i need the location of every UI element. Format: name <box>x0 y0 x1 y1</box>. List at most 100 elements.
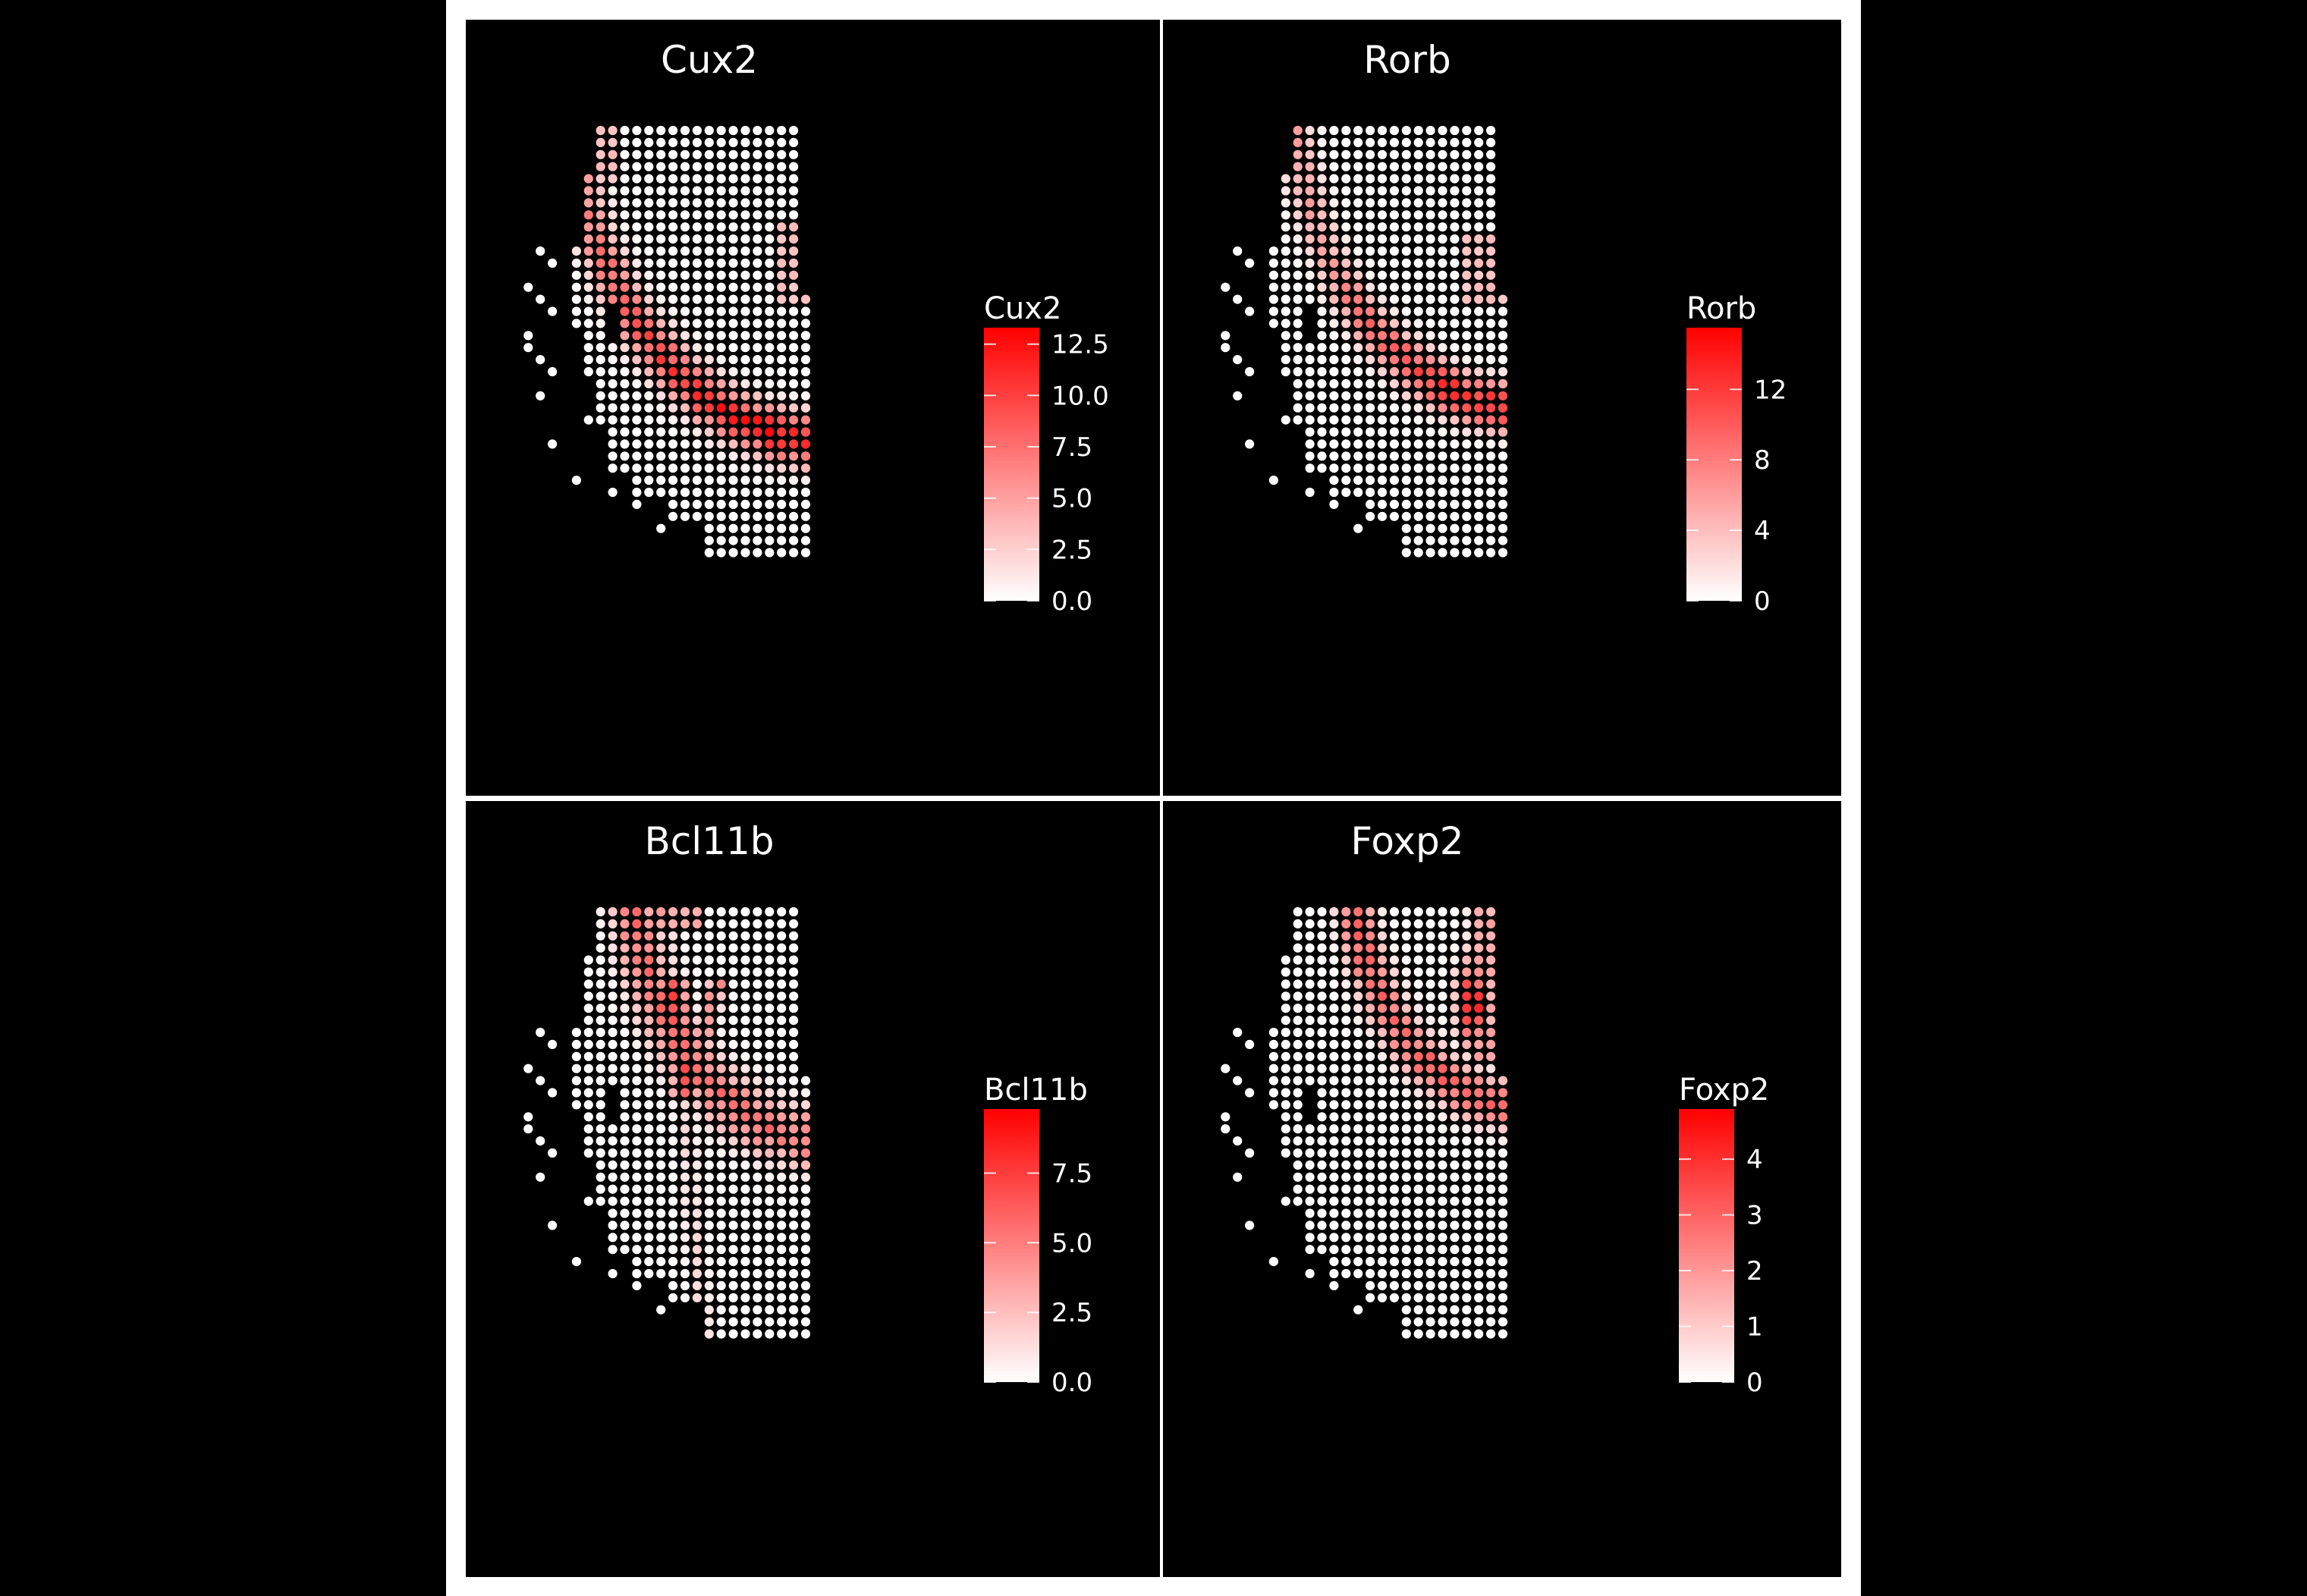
tissue-spot <box>1413 1039 1423 1049</box>
tissue-spot <box>740 355 750 365</box>
tissue-spot <box>1401 415 1411 425</box>
tissue-spot <box>692 125 702 136</box>
tissue-spot <box>1341 343 1351 353</box>
tissue-spot <box>632 1112 642 1122</box>
tissue-spot <box>608 1016 618 1026</box>
tissue-spot <box>571 319 581 328</box>
tissue-spot <box>1329 294 1339 304</box>
tissue-spot <box>753 391 762 401</box>
tissue-spot <box>1245 258 1255 268</box>
tissue-spot <box>765 186 775 196</box>
tissue-spot <box>656 943 666 953</box>
tissue-spot <box>596 366 605 377</box>
tissue-spot <box>1474 1160 1484 1170</box>
tissue-spot <box>692 331 702 341</box>
tissue-spot <box>596 1004 605 1013</box>
tissue-spot <box>1281 1063 1290 1073</box>
tissue-spot <box>596 294 605 304</box>
tissue-spot <box>632 476 642 485</box>
tissue-spot <box>1474 282 1484 292</box>
tissue-spot <box>753 931 762 941</box>
tissue-spot <box>789 331 799 341</box>
tissue-spot <box>765 1063 775 1073</box>
tissue-spot <box>1293 198 1303 208</box>
tissue-spot <box>740 343 750 353</box>
tissue-spot <box>1389 1076 1399 1085</box>
tissue-spot <box>1366 919 1375 928</box>
tissue-spot <box>800 1257 811 1267</box>
tissue-spot <box>620 967 630 977</box>
tissue-spot <box>1474 258 1484 268</box>
tissue-spot <box>608 198 618 208</box>
tissue-spot <box>740 186 750 196</box>
tissue-spot <box>716 198 726 208</box>
tissue-spot <box>1486 1063 1496 1073</box>
tissue-spot <box>1486 210 1496 220</box>
tissue-spot <box>1377 294 1388 304</box>
tissue-spot <box>1268 1027 1278 1038</box>
tissue-spot <box>1462 1027 1472 1038</box>
tissue-spot <box>716 125 726 136</box>
tissue-spot <box>548 258 558 268</box>
tissue-spot <box>1341 931 1351 941</box>
tissue-spot <box>1413 186 1423 196</box>
tissue-spot <box>1462 415 1472 425</box>
tissue-spot <box>1305 270 1315 280</box>
tissue-spot <box>753 415 762 425</box>
tissue-spot <box>728 319 738 328</box>
tissue-spot <box>1450 125 1460 136</box>
tissue-spot <box>632 234 642 244</box>
tissue-spot <box>1486 355 1496 365</box>
tissue-spot <box>1305 955 1315 965</box>
tissue-spot <box>1341 967 1351 977</box>
tissue-spot <box>1438 319 1447 328</box>
tissue-spot <box>716 1184 726 1194</box>
tissue-spot <box>704 1329 714 1339</box>
tissue-spot <box>620 1160 630 1170</box>
tissue-spot <box>704 403 714 413</box>
tissue-spot <box>716 1100 726 1110</box>
tissue-spot <box>1377 1268 1388 1279</box>
tissue-spot <box>1462 162 1472 171</box>
tissue-spot <box>1329 919 1339 928</box>
tissue-spot <box>608 943 618 953</box>
tissue-spot <box>716 523 726 533</box>
tissue-spot <box>656 270 666 280</box>
tissue-spot <box>680 955 690 965</box>
tissue-spot <box>1293 991 1303 1001</box>
tissue-spot <box>1329 125 1339 136</box>
tissue-spot <box>1486 343 1496 353</box>
tissue-spot <box>1389 427 1399 437</box>
tissue-spot <box>692 162 702 171</box>
tissue-spot <box>1401 1076 1411 1085</box>
tissue-spot <box>1366 955 1375 965</box>
tissue-spot <box>583 1112 593 1122</box>
tissue-spot <box>1305 1051 1315 1061</box>
tissue-spot <box>765 931 775 941</box>
tissue-spot <box>632 967 642 977</box>
tissue-spot <box>596 931 605 941</box>
tissue-spot <box>1293 174 1303 184</box>
tissue-spot <box>1462 306 1472 316</box>
tissue-spot <box>1233 1027 1243 1038</box>
tissue-spot <box>728 1184 738 1194</box>
tissue-spot <box>1450 222 1460 232</box>
tissue-spot <box>1438 149 1447 159</box>
tissue-spot <box>1425 1063 1435 1073</box>
tissue-spot <box>596 1039 605 1049</box>
tissue-spot <box>728 511 738 521</box>
tissue-spot <box>1425 451 1435 461</box>
tissue-spot <box>1305 258 1315 268</box>
tissue-spot <box>789 427 799 437</box>
tissue-spot <box>789 246 799 256</box>
tissue-spot <box>1425 499 1435 510</box>
tissue-spot <box>789 258 799 268</box>
tissue-spot <box>1353 222 1363 232</box>
tissue-spot <box>800 1196 811 1206</box>
tissue-spot <box>656 162 666 171</box>
tissue-spot <box>632 931 642 941</box>
tissue-spot <box>1413 1016 1423 1026</box>
tissue-spot <box>1329 1051 1339 1061</box>
tissue-spot <box>740 1305 750 1315</box>
panel-background <box>466 20 1160 796</box>
